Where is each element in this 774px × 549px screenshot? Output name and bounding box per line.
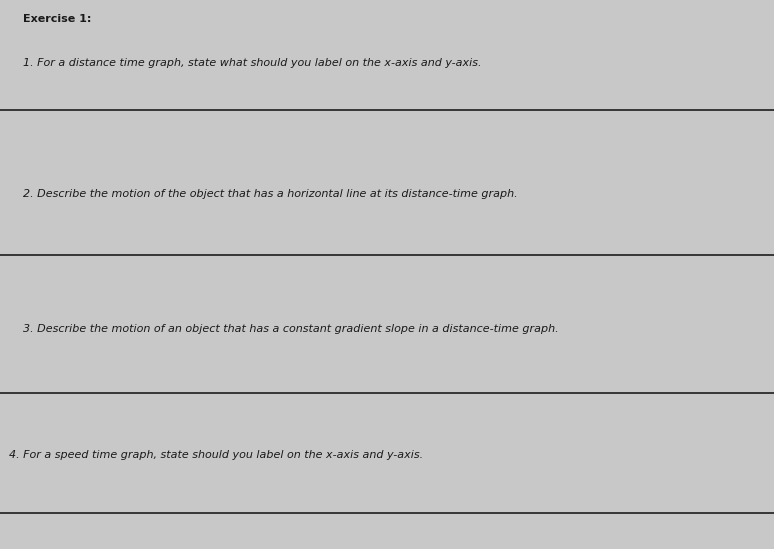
Text: 4. For a speed time graph, state should you label on the x-axis and y-axis.: 4. For a speed time graph, state should … xyxy=(9,450,423,460)
Text: 2. Describe the motion of the object that has a horizontal line at its distance-: 2. Describe the motion of the object tha… xyxy=(23,189,518,199)
Text: 1. For a distance time graph, state what should you label on the x-axis and y-ax: 1. For a distance time graph, state what… xyxy=(23,58,481,68)
Text: Exercise 1:: Exercise 1: xyxy=(23,14,91,24)
Text: 3. Describe the motion of an object that has a constant gradient slope in a dist: 3. Describe the motion of an object that… xyxy=(23,324,559,334)
